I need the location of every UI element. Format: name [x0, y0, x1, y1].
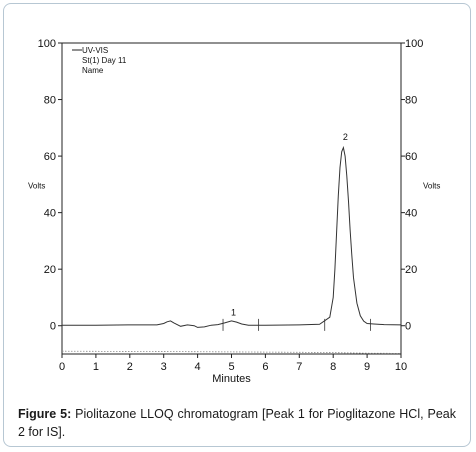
- y-tick-label-left: 40: [44, 208, 56, 220]
- x-tick-label: 2: [127, 361, 133, 373]
- baseline-trace: [61, 350, 402, 354]
- peak-label: 1: [231, 307, 236, 317]
- plot-layer: 100 100 80 80 60 60 40 40 20 20 0 0 0 1 2 3 4 5 6 7 8 9 10 Minu…: [28, 38, 440, 385]
- y-tick-label-right: 0: [405, 321, 411, 333]
- y-axis-label-right: Volts: [423, 181, 440, 190]
- x-axis-label: Minutes: [212, 373, 251, 385]
- caption-text: Piolitazone LLOQ chromatogram [Peak 1 fo…: [18, 407, 456, 439]
- y-axis-label-left: Volts: [28, 181, 45, 190]
- legend-entry: Name: [82, 66, 104, 75]
- caption-label: Figure 5:: [18, 407, 72, 421]
- y-tick-label-right: 80: [405, 95, 417, 107]
- y-tick-label-left: 100: [38, 38, 56, 50]
- signal-trace: [62, 145, 402, 328]
- y-tick-label-right: 60: [405, 151, 417, 163]
- x-tick-label: 3: [161, 361, 167, 373]
- y-tick-label-right: 20: [405, 264, 417, 276]
- x-tick-label: 10: [395, 361, 407, 373]
- peak-label: 2: [343, 132, 348, 142]
- legend-entry: UV-VIS: [82, 46, 108, 55]
- x-tick-label: 1: [93, 361, 99, 373]
- y-tick-label-right: 40: [405, 208, 417, 220]
- x-tick-label: 6: [262, 361, 268, 373]
- y-tick-label-left: 0: [50, 321, 56, 333]
- y-tick-label-right: 100: [405, 38, 423, 50]
- x-tick-label: 9: [364, 361, 370, 373]
- y-tick-label-left: 60: [44, 151, 56, 163]
- x-tick-label: 5: [228, 361, 234, 373]
- x-tick-label: 7: [296, 361, 302, 373]
- figure-caption: Figure 5: Piolitazone LLOQ chromatogram …: [18, 405, 456, 441]
- x-tick-label: 0: [59, 361, 65, 373]
- figure-frame: [3, 3, 471, 447]
- x-tick-label: 8: [330, 361, 336, 373]
- legend-entry: St(1) Day 11: [82, 56, 127, 65]
- x-tick-label: 4: [195, 361, 201, 373]
- y-tick-label-left: 80: [44, 95, 56, 107]
- y-tick-label-left: 20: [44, 264, 56, 276]
